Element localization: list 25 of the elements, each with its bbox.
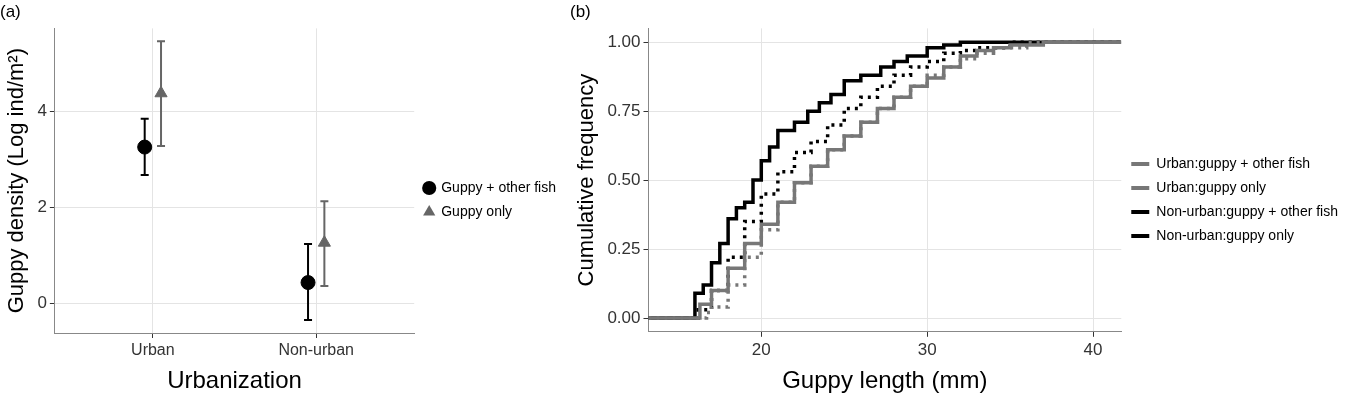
y-axis-title: Cumulative frequency [573,73,599,287]
chart-title: (b) [570,1,591,21]
legend-label: Urban:guppy + other fish [1156,154,1310,171]
x-axis-title: Guppy length (mm) [782,366,988,394]
x-tick-label: Urban [131,341,175,359]
x-tick-label: 30 [917,339,937,359]
y-tick-label: 0.25 [607,238,641,258]
x-axis-title: Urbanization [167,366,302,394]
legend-label: Non-urban:guppy + other fish [1156,202,1339,219]
legend-label: Guppy only [441,202,513,219]
y-tick-label: 0.00 [607,307,641,327]
legend-label: Urban:guppy only [1156,178,1267,195]
y-tick-label: 2 [37,196,47,216]
y-tick-label: 0 [37,292,47,312]
legend-label: Guppy + other fish [441,178,557,195]
y-tick-label: 4 [37,100,47,120]
x-tick-label: Non-urban [278,341,355,359]
legend-label: Non-urban:guppy only [1156,226,1295,243]
y-tick-label: 0.50 [607,169,641,189]
y-tick-label: 1.00 [607,31,641,51]
x-tick-label: 40 [1083,339,1103,359]
y-axis-title: Guppy density (Log ind/m²) [3,48,29,314]
x-tick-label: 20 [751,339,771,359]
y-tick-label: 0.75 [607,100,641,120]
chart-title: (a) [0,1,21,21]
